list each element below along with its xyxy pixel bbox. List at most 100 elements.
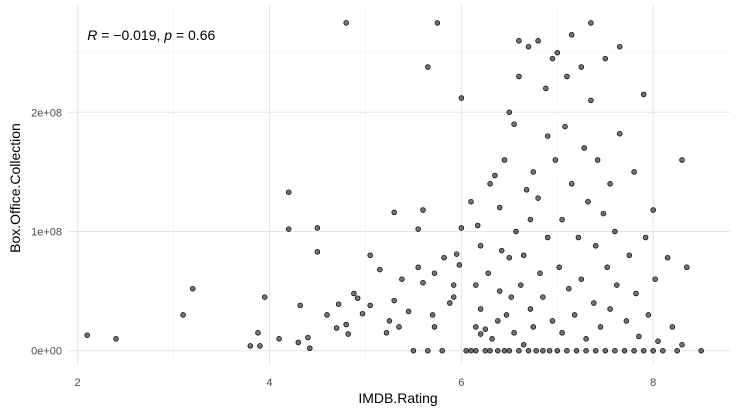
data-point — [495, 347, 501, 354]
data-point — [698, 347, 704, 354]
data-point — [546, 347, 553, 354]
data-point — [405, 308, 412, 315]
data-point — [543, 85, 549, 92]
data-point — [506, 347, 513, 354]
data-point — [447, 300, 453, 306]
data-point — [498, 247, 505, 254]
data-point — [592, 243, 599, 249]
data-point — [450, 294, 457, 300]
data-point — [636, 333, 642, 340]
annotation-p-label: p — [163, 27, 172, 43]
data-point — [441, 254, 447, 261]
data-point — [333, 325, 340, 331]
data-point — [614, 282, 620, 288]
x-axis-title: IMDB.Rating — [358, 390, 437, 406]
data-point — [354, 295, 361, 301]
data-point — [285, 226, 292, 232]
data-point — [439, 347, 445, 354]
data-point — [602, 347, 609, 354]
data-point — [549, 55, 556, 62]
data-point — [295, 339, 302, 346]
data-point — [496, 288, 503, 294]
x-tick-label: 2 — [75, 377, 81, 389]
correlation-annotation: R = −0.019, p = 0.66 — [87, 27, 215, 43]
data-point — [351, 290, 357, 297]
data-point — [535, 38, 541, 44]
data-point — [477, 243, 484, 249]
data-point — [607, 181, 613, 187]
data-point — [602, 55, 609, 62]
data-point — [679, 341, 685, 348]
data-point — [642, 234, 649, 241]
data-point — [386, 318, 393, 324]
data-point — [650, 347, 656, 354]
data-point — [612, 228, 618, 235]
data-point — [458, 95, 465, 101]
data-point — [180, 312, 186, 318]
data-point — [473, 282, 479, 288]
data-point — [674, 347, 680, 354]
data-point — [655, 338, 661, 344]
data-point — [307, 345, 313, 352]
data-point — [597, 324, 604, 330]
data-point — [487, 347, 493, 354]
data-point — [335, 301, 342, 307]
data-point — [261, 294, 268, 300]
y-tick-label: 0e+00 — [31, 346, 62, 358]
data-point — [544, 133, 551, 139]
data-point — [573, 347, 580, 354]
data-point — [113, 336, 119, 342]
data-point — [571, 312, 578, 318]
data-point — [84, 332, 90, 338]
data-point — [640, 347, 647, 354]
data-point — [468, 347, 474, 354]
data-point — [607, 306, 613, 312]
data-point — [503, 312, 510, 318]
data-point — [377, 266, 383, 273]
data-point — [345, 331, 351, 337]
data-point — [585, 198, 591, 205]
data-point — [544, 234, 551, 241]
data-point — [556, 264, 562, 271]
data-point — [431, 324, 438, 330]
data-point — [429, 312, 436, 318]
data-point — [420, 207, 426, 213]
data-point — [600, 210, 607, 217]
data-point — [626, 252, 633, 259]
data-point — [485, 270, 491, 276]
data-point — [511, 330, 517, 336]
data-point — [450, 282, 457, 288]
data-point — [482, 326, 489, 332]
data-point — [501, 157, 508, 163]
y-tick-label: 1e+08 — [31, 226, 62, 238]
data-point — [633, 290, 639, 297]
data-point — [583, 336, 589, 342]
data-point — [415, 264, 421, 271]
data-point — [552, 157, 559, 163]
data-point — [535, 195, 541, 201]
data-point — [578, 276, 585, 282]
x-tick-label: 8 — [650, 377, 656, 389]
data-point — [650, 207, 656, 213]
data-point — [383, 330, 390, 336]
data-point — [473, 347, 479, 354]
data-point — [664, 254, 671, 261]
data-point — [247, 343, 254, 349]
data-point — [652, 276, 658, 282]
data-point — [453, 251, 460, 257]
data-point — [669, 324, 676, 330]
data-point — [297, 302, 303, 309]
data-point — [578, 64, 585, 70]
data-point — [540, 294, 546, 300]
data-point — [477, 331, 484, 337]
data-point — [189, 285, 196, 292]
data-point — [518, 282, 524, 288]
data-point — [592, 347, 599, 354]
data-point — [410, 347, 417, 354]
data-point — [463, 347, 469, 354]
data-point — [343, 20, 349, 26]
data-point — [525, 347, 532, 354]
data-point — [496, 204, 503, 211]
data-point — [468, 198, 474, 205]
